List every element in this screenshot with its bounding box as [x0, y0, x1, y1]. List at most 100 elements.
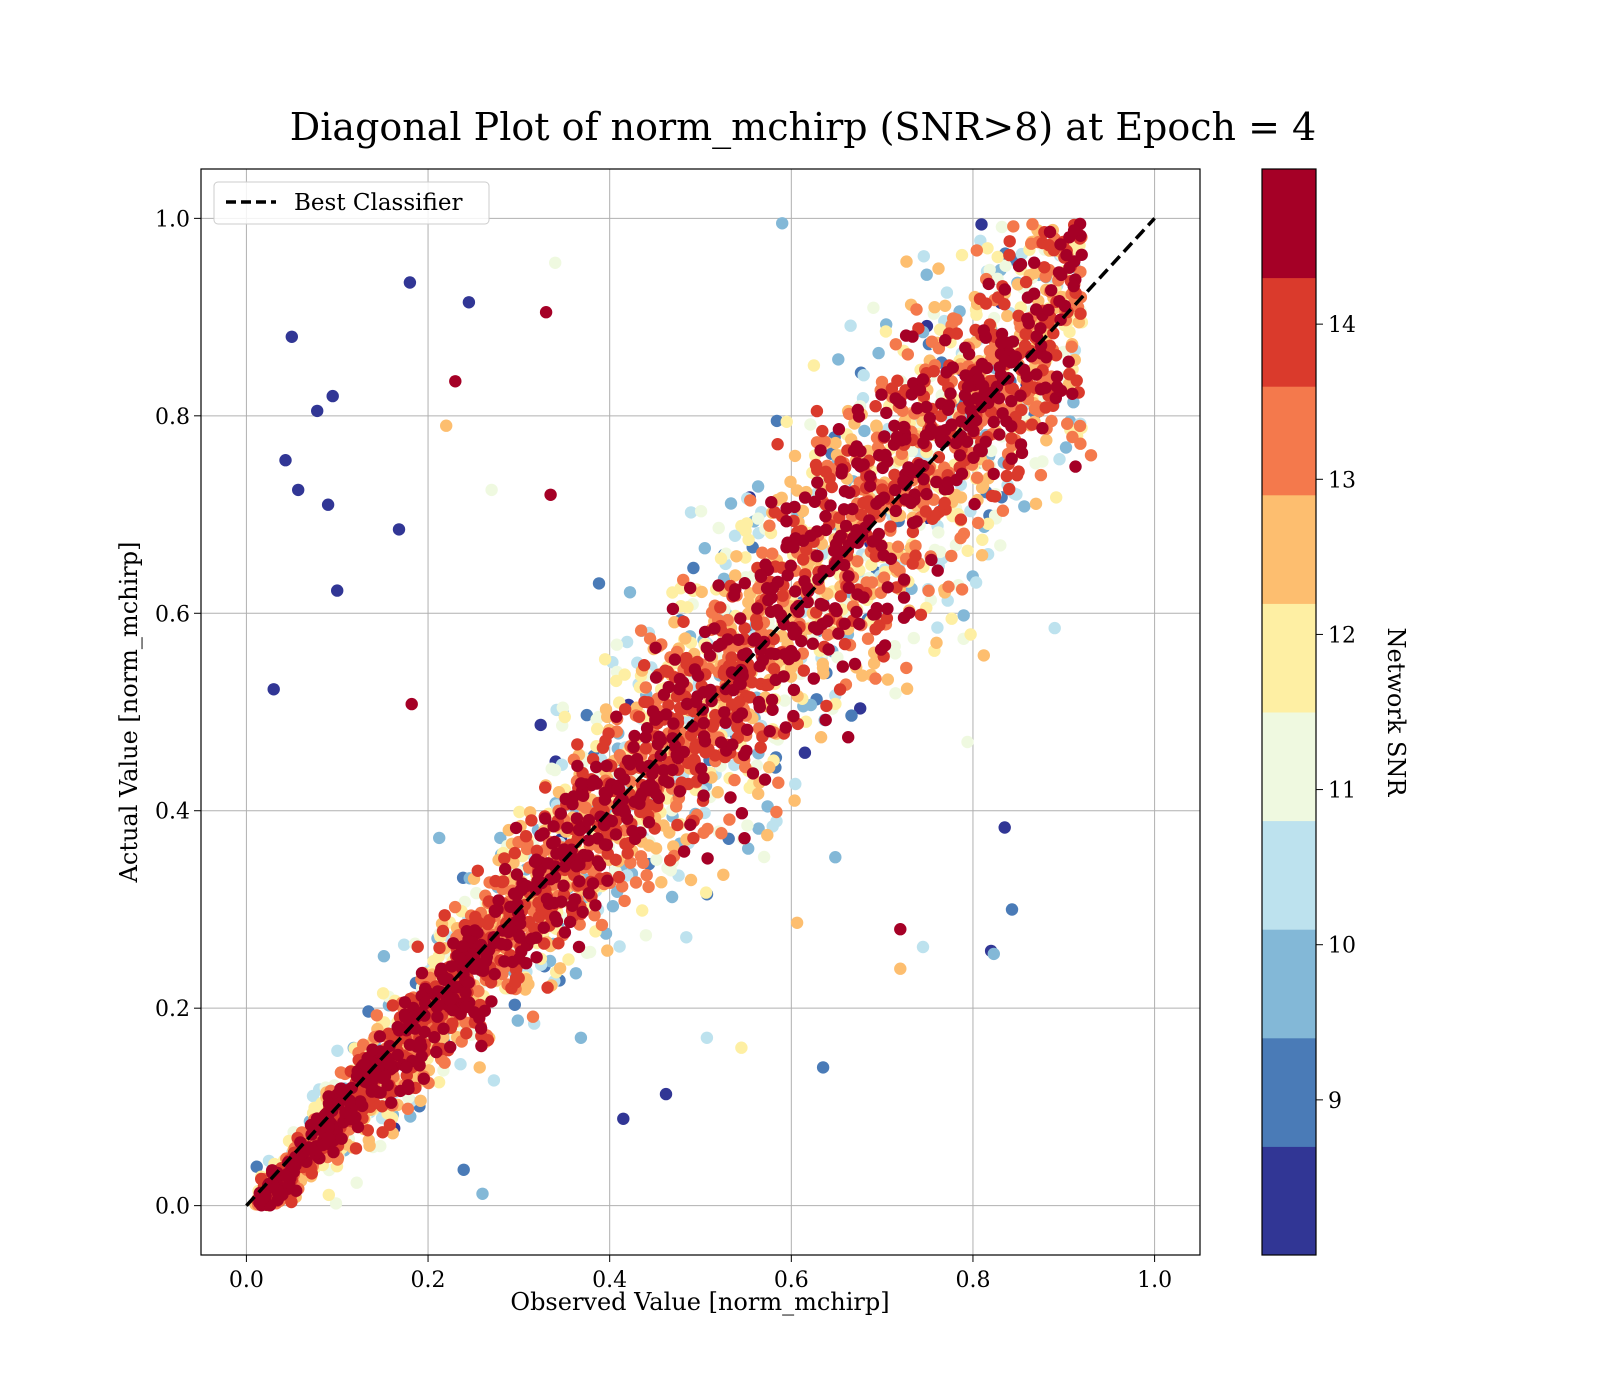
scatter-point: [766, 547, 779, 560]
scatter-point: [993, 428, 1006, 441]
scatter-point: [724, 497, 738, 510]
scatter-point: [684, 818, 697, 831]
scatter-point: [751, 480, 765, 493]
scatter-point: [691, 669, 705, 682]
scatter-point: [386, 999, 399, 1012]
scatter-point: [735, 707, 749, 720]
colorbar-segment: [1262, 929, 1316, 1039]
scatter-point: [938, 496, 951, 510]
scatter-point: [647, 781, 660, 794]
scatter-point: [1009, 350, 1022, 363]
scatter-point: [890, 430, 904, 444]
scatter-point: [789, 585, 802, 598]
scatter-point: [553, 962, 567, 975]
scatter-point: [1053, 453, 1066, 466]
scatter-point: [770, 805, 783, 819]
scatter-point: [374, 1086, 387, 1099]
scatter-point: [401, 1102, 415, 1116]
scatter-point: [1070, 374, 1083, 387]
scatter-point: [821, 628, 835, 641]
scatter-point: [828, 544, 841, 558]
scatter-point: [972, 372, 985, 386]
scatter-point: [634, 624, 648, 637]
scatter-point: [810, 404, 824, 418]
scatter-point: [576, 905, 589, 919]
scatter-point: [712, 640, 725, 653]
scatter-point: [373, 1030, 387, 1043]
scatter-point: [869, 400, 882, 413]
scatter-point: [807, 359, 821, 372]
scatter-point: [775, 491, 788, 504]
scatter-point: [640, 722, 654, 735]
scatter-point: [885, 382, 899, 395]
scatter-point: [971, 516, 985, 530]
scatter-point: [733, 695, 746, 708]
scatter-point: [869, 672, 882, 685]
scatter-point: [945, 612, 958, 625]
scatter-point: [1019, 275, 1033, 289]
scatter-point: [432, 1076, 446, 1089]
scatter-point: [331, 584, 344, 597]
scatter-point: [880, 612, 894, 625]
scatter-point: [714, 736, 728, 749]
scatter-point: [485, 995, 498, 1008]
scatter-point: [606, 900, 620, 913]
scatter-point: [719, 716, 732, 729]
scatter-point: [838, 485, 852, 498]
scatter-point: [968, 497, 981, 511]
scatter-point: [671, 751, 685, 765]
scatter-point: [684, 581, 697, 595]
scatter-point: [700, 1031, 714, 1045]
scatter-point: [901, 348, 914, 361]
scatter-point: [513, 931, 526, 944]
scatter-point: [867, 301, 880, 314]
scatter-point: [513, 952, 526, 965]
scatter-point: [1003, 248, 1016, 262]
scatter-point: [592, 577, 606, 590]
scatter-point: [838, 637, 852, 651]
legend-box: [213, 181, 490, 225]
scatter-point: [431, 1010, 444, 1023]
scatter-point: [985, 489, 999, 503]
y-tick-label: 0.2: [155, 997, 190, 1022]
scatter-point: [780, 515, 793, 528]
scatter-point: [444, 1040, 457, 1054]
scatter-point: [981, 517, 995, 530]
scatter-point: [867, 657, 881, 670]
scatter-point: [994, 539, 1007, 552]
scatter-point: [954, 531, 967, 545]
scatter-point: [761, 828, 774, 842]
scatter-point: [932, 262, 945, 275]
scatter-point: [1005, 432, 1018, 445]
scatter-point: [998, 298, 1011, 311]
scatter-point: [801, 595, 814, 609]
scatter-point: [401, 1079, 415, 1092]
scatter-point: [1043, 225, 1057, 239]
scatter-point: [589, 899, 602, 912]
scatter-point: [579, 801, 592, 814]
scatter-point: [784, 559, 797, 572]
scatter-point: [821, 615, 834, 628]
scatter-point: [598, 653, 612, 666]
scatter-point: [920, 268, 933, 281]
scatter-point: [671, 818, 684, 832]
scatter-point: [787, 709, 800, 723]
scatter-point: [698, 625, 712, 639]
scatter-point: [987, 467, 1000, 481]
scatter-point: [975, 218, 988, 231]
scatter-point: [752, 787, 765, 800]
scatter-point: [1069, 460, 1082, 473]
scatter-point: [776, 589, 789, 602]
scatter-point: [539, 812, 552, 825]
scatter-point: [459, 986, 472, 999]
scatter-point: [609, 853, 622, 866]
scatter-point: [788, 794, 801, 807]
scatter-point: [741, 819, 754, 832]
scatter-point: [854, 702, 867, 715]
scatter-point: [998, 821, 1011, 834]
scatter-point: [447, 937, 460, 950]
scatter-point: [878, 430, 891, 443]
scatter-point: [872, 346, 885, 360]
scatter-point: [253, 1196, 266, 1210]
scatter-point: [510, 889, 524, 902]
